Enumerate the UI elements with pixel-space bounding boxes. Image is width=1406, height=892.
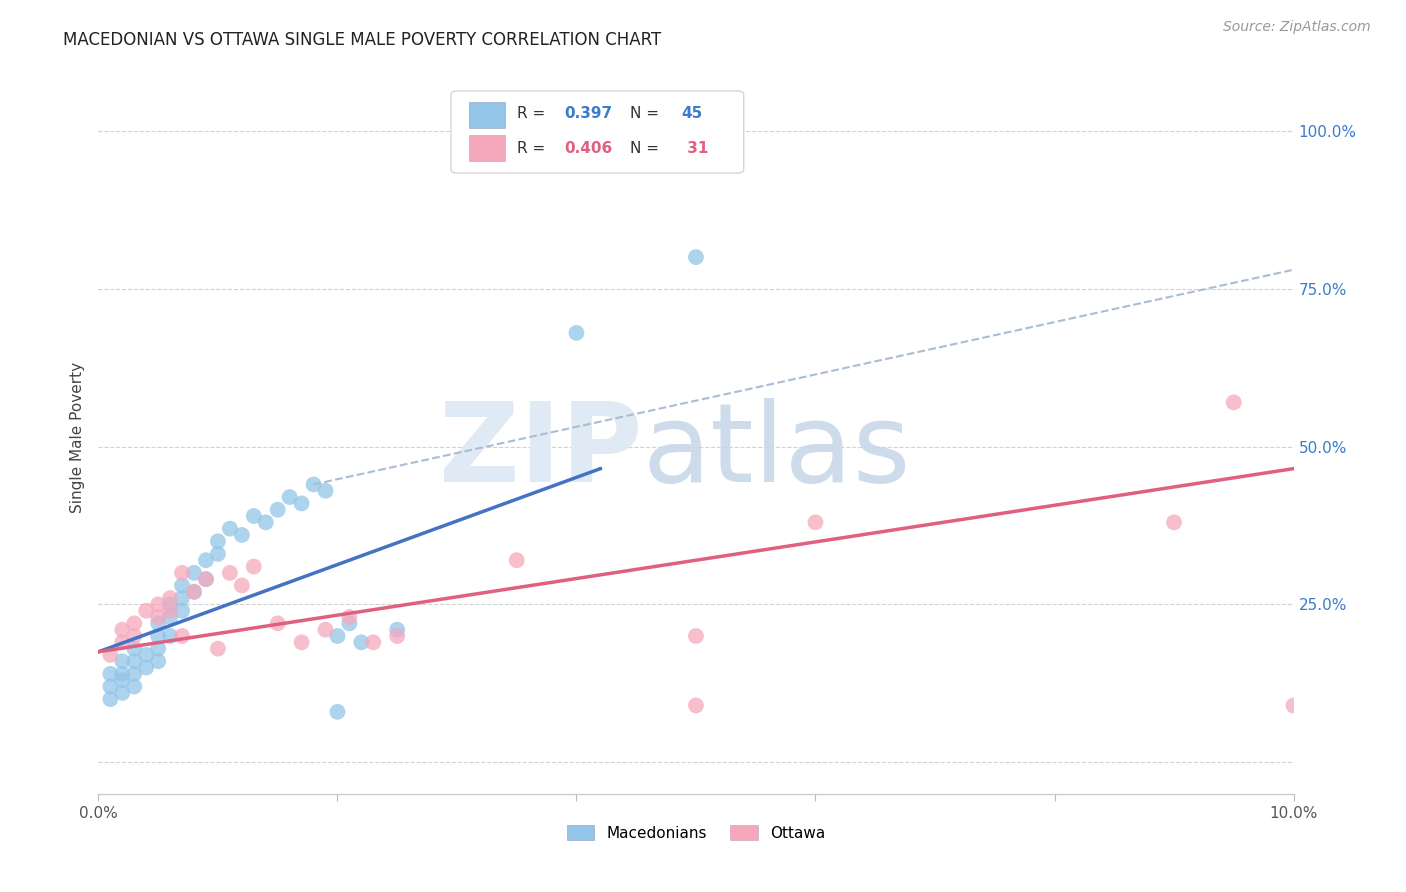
Point bbox=[148, 641, 170, 656]
Point bbox=[291, 635, 314, 649]
Point bbox=[148, 616, 170, 631]
Text: MACEDONIAN VS OTTAWA SINGLE MALE POVERTY CORRELATION CHART: MACEDONIAN VS OTTAWA SINGLE MALE POVERTY… bbox=[63, 31, 661, 49]
Point bbox=[98, 692, 122, 706]
FancyBboxPatch shape bbox=[451, 91, 744, 173]
Point bbox=[685, 250, 707, 264]
Point bbox=[111, 654, 134, 668]
Point bbox=[148, 598, 170, 612]
Point bbox=[172, 578, 194, 592]
Text: 31: 31 bbox=[682, 141, 709, 155]
Point bbox=[315, 483, 337, 498]
Point bbox=[195, 553, 218, 567]
Point bbox=[148, 629, 170, 643]
Point bbox=[1282, 698, 1305, 713]
Point bbox=[124, 666, 146, 681]
Legend: Macedonians, Ottawa: Macedonians, Ottawa bbox=[561, 819, 831, 847]
Point bbox=[685, 698, 707, 713]
Point bbox=[267, 616, 290, 631]
Point bbox=[183, 566, 205, 580]
Point bbox=[172, 591, 194, 606]
Text: 45: 45 bbox=[682, 106, 703, 121]
Point bbox=[385, 629, 409, 643]
Point bbox=[159, 598, 181, 612]
Point bbox=[231, 528, 253, 542]
Point bbox=[159, 629, 181, 643]
Point bbox=[339, 610, 361, 624]
Point bbox=[124, 680, 146, 694]
Point bbox=[183, 584, 205, 599]
Point bbox=[98, 680, 122, 694]
Point bbox=[172, 566, 194, 580]
Y-axis label: Single Male Poverty: Single Male Poverty bbox=[70, 361, 86, 513]
Point bbox=[565, 326, 588, 340]
Point bbox=[243, 559, 266, 574]
Text: N =: N = bbox=[630, 106, 664, 121]
Point bbox=[148, 654, 170, 668]
Point bbox=[1163, 516, 1185, 530]
Point bbox=[159, 591, 181, 606]
Point bbox=[98, 666, 122, 681]
Point bbox=[159, 604, 181, 618]
Point bbox=[231, 578, 253, 592]
Point bbox=[135, 648, 157, 662]
Point bbox=[124, 629, 146, 643]
Point bbox=[1223, 395, 1246, 409]
Point bbox=[172, 604, 194, 618]
Point bbox=[111, 673, 134, 688]
Text: N =: N = bbox=[630, 141, 664, 155]
Point bbox=[124, 616, 146, 631]
Point bbox=[111, 686, 134, 700]
Point bbox=[315, 623, 337, 637]
Point bbox=[183, 584, 205, 599]
Point bbox=[135, 604, 157, 618]
Point bbox=[506, 553, 529, 567]
Point bbox=[267, 502, 290, 516]
Point bbox=[219, 566, 242, 580]
Text: atlas: atlas bbox=[643, 398, 911, 505]
Point bbox=[243, 508, 266, 523]
Point bbox=[207, 547, 229, 561]
FancyBboxPatch shape bbox=[470, 136, 505, 161]
Point bbox=[385, 623, 409, 637]
Text: ZIP: ZIP bbox=[439, 398, 643, 505]
Point bbox=[195, 572, 218, 586]
Point bbox=[148, 610, 170, 624]
Text: Source: ZipAtlas.com: Source: ZipAtlas.com bbox=[1223, 20, 1371, 34]
Text: R =: R = bbox=[517, 141, 550, 155]
Point bbox=[124, 641, 146, 656]
Point bbox=[124, 654, 146, 668]
Point bbox=[219, 522, 242, 536]
Point bbox=[207, 641, 229, 656]
Point bbox=[195, 572, 218, 586]
Point bbox=[135, 660, 157, 674]
Point bbox=[326, 629, 349, 643]
Point bbox=[804, 516, 827, 530]
Text: 0.397: 0.397 bbox=[565, 106, 613, 121]
Point bbox=[363, 635, 385, 649]
Point bbox=[98, 648, 122, 662]
Point bbox=[159, 610, 181, 624]
FancyBboxPatch shape bbox=[470, 103, 505, 128]
Point bbox=[302, 477, 325, 491]
Point bbox=[111, 635, 134, 649]
Point bbox=[350, 635, 373, 649]
Text: 0.406: 0.406 bbox=[565, 141, 613, 155]
Point bbox=[254, 516, 277, 530]
Point bbox=[207, 534, 229, 549]
Point bbox=[685, 629, 707, 643]
Point bbox=[111, 666, 134, 681]
Point bbox=[172, 629, 194, 643]
Text: R =: R = bbox=[517, 106, 550, 121]
Point bbox=[326, 705, 349, 719]
Point bbox=[111, 623, 134, 637]
Point bbox=[339, 616, 361, 631]
Point bbox=[278, 490, 301, 504]
Point bbox=[291, 496, 314, 510]
